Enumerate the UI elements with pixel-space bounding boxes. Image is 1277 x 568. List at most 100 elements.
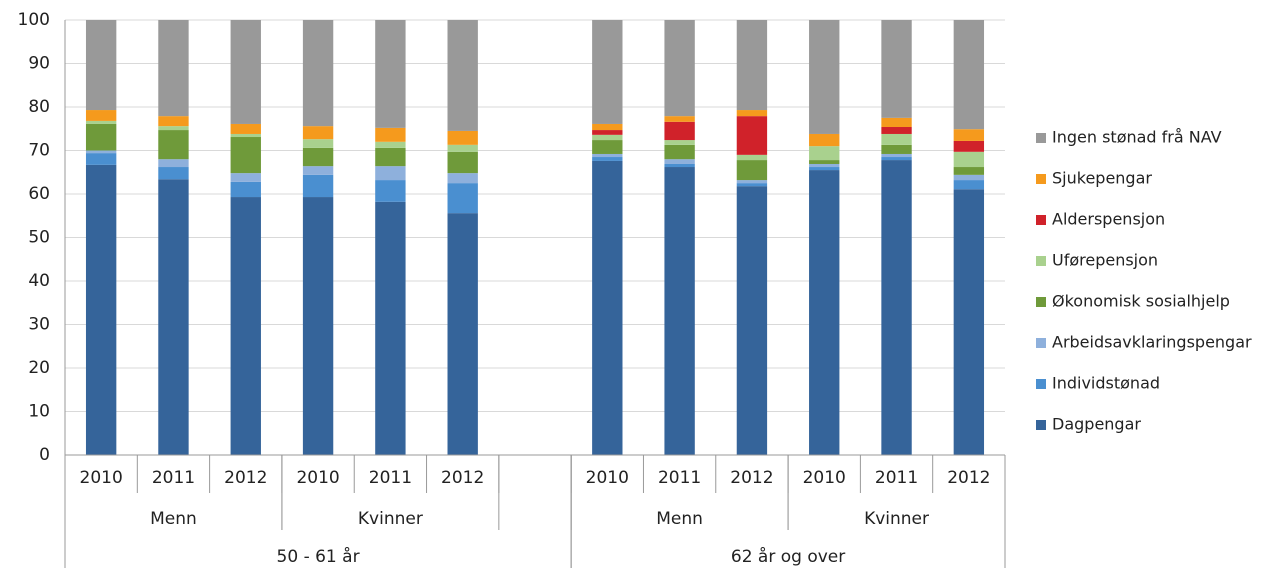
x-tick-label: 2011 [875, 468, 918, 488]
x-tick-label: 2012 [224, 468, 267, 488]
bar-segment [375, 166, 406, 181]
bar-segment [736, 180, 768, 184]
bar-segment [736, 110, 768, 117]
bar-segment [158, 116, 189, 127]
y-tick-label: 10 [28, 402, 50, 422]
bar-segment [230, 133, 261, 138]
bar-segment [85, 150, 117, 154]
bar-segment [736, 183, 768, 187]
legend-swatch [1036, 133, 1046, 143]
x-tick-label: 2011 [152, 468, 195, 488]
x-tick-label: 2010 [586, 468, 629, 488]
x-tick-label: 2010 [296, 468, 339, 488]
y-tick-label: 70 [28, 141, 50, 161]
bar-segment [85, 120, 117, 124]
x-tick-label: 2012 [730, 468, 773, 488]
y-tick-label: 50 [28, 228, 50, 248]
bar-segment [736, 186, 768, 456]
sex-group-label: Kvinner [358, 509, 423, 529]
bar-segment [953, 20, 985, 130]
bar-segment [302, 197, 334, 456]
bar-segment [664, 167, 695, 455]
bar-segment [302, 126, 334, 140]
bar-segment [230, 173, 261, 182]
bar-segment [592, 157, 623, 161]
bar-segment [592, 123, 623, 131]
bar-segment [375, 20, 406, 128]
y-tick-label: 60 [28, 184, 50, 204]
bar-segment [158, 126, 189, 131]
legend-label: Sjukepengar [1052, 169, 1152, 188]
bar-segment [592, 140, 623, 154]
x-tick-label: 2012 [441, 468, 484, 488]
bar-segment [85, 164, 117, 456]
bar-segment [881, 117, 912, 128]
legend-swatch [1036, 256, 1046, 266]
bar-segment [302, 174, 334, 198]
bar-segment [809, 133, 840, 147]
sex-group-label: Kvinner [864, 509, 929, 529]
bar-segment [953, 189, 985, 455]
legend-label: Ingen stønad frå NAV [1052, 128, 1222, 147]
bar-segment [302, 20, 334, 127]
bar-segment [158, 159, 189, 168]
x-tick-label: 2011 [369, 468, 412, 488]
bar-segment [230, 123, 261, 134]
bar-segment [375, 201, 406, 455]
bar-segment [302, 147, 334, 167]
bar-segment [375, 180, 406, 202]
bar-segment [302, 139, 334, 148]
legend-swatch [1036, 420, 1046, 430]
bar-segment [953, 180, 985, 190]
x-tick-label: 2012 [947, 468, 990, 488]
age-group-label: 62 år og over [731, 546, 845, 567]
bar-segment [881, 144, 912, 154]
bar-segment [230, 197, 261, 456]
y-tick-label: 40 [28, 271, 50, 291]
x-tick-label: 2010 [803, 468, 846, 488]
bar-segment [664, 159, 695, 164]
legend-label: Uførepensjon [1052, 251, 1158, 270]
legend-swatch [1036, 174, 1046, 184]
bar-segment [736, 20, 768, 111]
bar-segment [953, 167, 985, 175]
bar-segment [592, 130, 623, 135]
bar-segment [809, 163, 840, 168]
bar-segment [809, 146, 840, 161]
bar-segment [447, 20, 478, 131]
bar-segment [447, 130, 478, 145]
bar-segment [664, 163, 695, 168]
sex-group-label: Menn [150, 509, 197, 529]
bar-segment [809, 160, 840, 164]
y-tick-label: 100 [18, 10, 50, 30]
bar-segment [447, 213, 478, 455]
bar-segment [375, 127, 406, 142]
bar-segment [158, 167, 189, 180]
bar-segment [85, 153, 117, 165]
legend-label: Dagpengar [1052, 415, 1141, 434]
bar-segment [592, 134, 623, 141]
bar-segment [447, 144, 478, 152]
y-tick-label: 80 [28, 97, 50, 117]
legend-swatch [1036, 297, 1046, 307]
bar-segment [447, 183, 478, 214]
legend-swatch [1036, 338, 1046, 348]
legend-swatch [1036, 215, 1046, 225]
bar-segment [664, 121, 695, 141]
bar-segment [809, 167, 840, 171]
x-tick-label: 2010 [80, 468, 123, 488]
bar-segment [881, 160, 912, 455]
sex-group-label: Menn [656, 509, 703, 529]
bar-segment [230, 137, 261, 174]
bar-segment [85, 123, 117, 151]
x-tick-label: 2011 [658, 468, 701, 488]
bar-segment [881, 153, 912, 158]
bar-segment [447, 173, 478, 184]
bar-segment [953, 140, 985, 152]
bar-segment [592, 160, 623, 455]
bar-segment [592, 20, 623, 124]
y-tick-label: 90 [28, 54, 50, 74]
bar-segment [809, 20, 840, 134]
bar-segment [158, 20, 189, 117]
